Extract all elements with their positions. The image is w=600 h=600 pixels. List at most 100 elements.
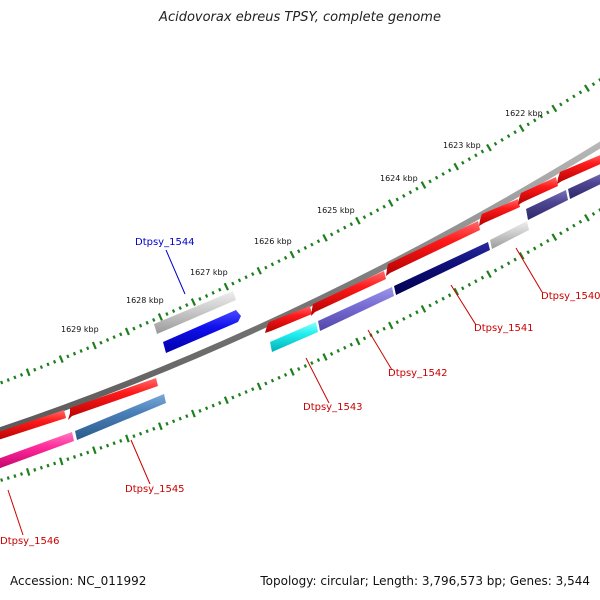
outer-ruler-tick xyxy=(546,110,550,115)
gene-label-1540: Dtpsy_1540 xyxy=(541,291,600,302)
outer-ruler-tick xyxy=(66,354,70,359)
outer-ruler-tick xyxy=(310,242,314,247)
inner-ruler-tick xyxy=(39,465,43,470)
inner-ruler-tick xyxy=(231,395,235,400)
inner-ruler-tick xyxy=(112,441,116,446)
outer-ruler-tick xyxy=(178,306,182,310)
gene-1542-forward xyxy=(311,271,386,316)
inner-ruler-tick xyxy=(152,426,156,431)
label-leaders xyxy=(7,247,543,536)
outer-ruler-tick xyxy=(277,259,281,263)
outer-ruler-tick xyxy=(343,225,347,230)
outer-ruler-tick xyxy=(198,297,202,301)
outer-ruler-tick xyxy=(428,179,432,184)
reverse-strand xyxy=(154,291,241,353)
outer-ruler-tick xyxy=(578,90,583,95)
outer-ruler-tick xyxy=(415,186,419,191)
outer-ruler-tick xyxy=(526,122,530,127)
inner-ruler-tick xyxy=(375,330,380,334)
outer-ruler-tick xyxy=(387,199,394,207)
outer-ruler-tick xyxy=(500,138,504,142)
outer-ruler-tick xyxy=(539,114,544,119)
outer-ruler-tick xyxy=(402,193,406,198)
inner-ruler-tick xyxy=(125,434,130,443)
inner-ruler xyxy=(0,208,600,482)
inner-ruler-tick xyxy=(428,303,432,308)
inner-ruler-tick xyxy=(415,310,419,315)
inner-ruler-tick xyxy=(402,317,406,321)
feature-1540 xyxy=(490,221,529,249)
inner-ruler-tick xyxy=(559,231,563,236)
inner-ruler-tick xyxy=(447,293,452,298)
inner-ruler-tick xyxy=(46,463,50,468)
inner-ruler-tick xyxy=(218,400,222,405)
ruler-label: 1627 kbp xyxy=(190,268,228,277)
inner-ruler-tick xyxy=(79,452,83,457)
inner-ruler-tick xyxy=(395,320,399,325)
map-title: Acidovorax ebreus TPSY, complete genome xyxy=(159,10,441,25)
inner-ruler-tick xyxy=(322,353,328,361)
inner-ruler-tick xyxy=(283,372,288,377)
outer-ruler-tick xyxy=(58,355,64,364)
outer-ruler-tick xyxy=(13,375,17,380)
inner-ruler-tick xyxy=(251,387,255,392)
outer-ruler-tick xyxy=(204,294,209,298)
outer-ruler-tick xyxy=(132,326,136,331)
ruler-label: 1624 kbp xyxy=(380,174,418,183)
outer-ruler-tick xyxy=(362,215,367,220)
outer-ruler-tick xyxy=(506,134,511,139)
inner-ruler-tick xyxy=(25,467,31,476)
outer-ruler-tick xyxy=(99,340,103,345)
ruler-label: 1628 kbp xyxy=(126,296,164,305)
outer-ruler-tick xyxy=(185,303,189,307)
outer-ruler-tick xyxy=(6,378,10,382)
inner-ruler-tick xyxy=(270,378,275,383)
inner-ruler-tick xyxy=(572,223,576,228)
gene-1544-gray xyxy=(154,291,236,334)
outer-ruler-tick xyxy=(493,141,498,146)
outer-ruler-tick xyxy=(211,290,215,295)
outer-ruler-tick xyxy=(447,168,452,173)
inner-ruler-tick xyxy=(72,455,77,459)
inner-ruler-tick xyxy=(578,219,583,224)
feature-1538 xyxy=(568,174,600,199)
inner-ruler-tick xyxy=(310,361,314,365)
feature-1543 xyxy=(270,322,318,352)
inner-ruler-tick xyxy=(105,443,110,448)
leader-1543 xyxy=(305,357,330,404)
gene-label-1543: Dtpsy_1543 xyxy=(303,402,363,413)
leader-1542 xyxy=(367,329,393,371)
inner-ruler-tick xyxy=(223,396,229,405)
outer-ruler-tick xyxy=(382,204,386,209)
inner-ruler-tick xyxy=(86,450,90,455)
outer-ruler-tick xyxy=(19,372,24,377)
leader-1544 xyxy=(165,249,186,295)
outer-ruler-tick xyxy=(223,282,229,291)
ruler-label: 1626 kbp xyxy=(254,237,292,246)
gene-1539-forward xyxy=(518,177,558,205)
outer-ruler-tick xyxy=(513,130,517,135)
genome-backbone xyxy=(0,141,600,434)
outer-ruler-tick xyxy=(237,278,242,283)
inner-ruler-tick xyxy=(532,246,537,251)
outer-ruler-tick xyxy=(369,211,373,216)
inner-ruler-tick xyxy=(355,337,361,346)
outer-ruler-tick xyxy=(218,287,222,292)
outer-ruler-tick xyxy=(86,346,90,351)
outer-ruler-tick xyxy=(532,118,537,123)
inner-ruler-tick xyxy=(526,250,530,255)
feature-1545 xyxy=(75,394,166,440)
inner-ruler-tick xyxy=(178,416,182,421)
inner-ruler-tick xyxy=(500,264,504,269)
inner-ruler-tick xyxy=(190,409,196,418)
inner-ruler-tick xyxy=(486,270,492,279)
inner-ruler-tick xyxy=(551,233,558,241)
inner-ruler-tick xyxy=(513,257,517,262)
inner-ruler-tick xyxy=(467,282,472,287)
outer-ruler-tick xyxy=(303,246,307,250)
inner-ruler-tick xyxy=(518,252,525,260)
outer-ruler-tick xyxy=(231,281,235,286)
inner-ruler-tick xyxy=(13,474,17,478)
inner-ruler-tick xyxy=(138,431,143,436)
